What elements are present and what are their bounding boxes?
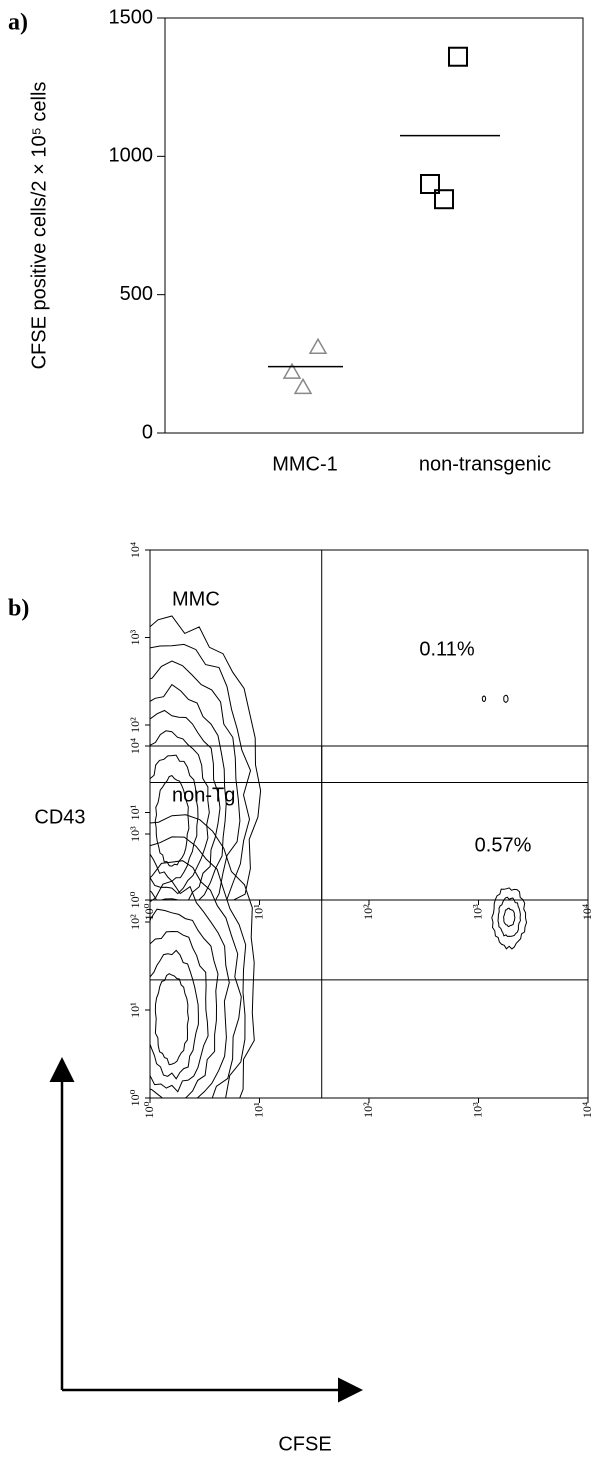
y-axis-label: CFSE positive cells/2 × 10⁵ cells (28, 82, 50, 370)
point (448, 46, 468, 67)
y-tick-label: 0 (142, 421, 153, 443)
point (293, 377, 313, 395)
contour (503, 907, 516, 928)
contour (481, 695, 487, 702)
quadrant-percent: 0.57% (475, 834, 532, 856)
point (434, 189, 454, 210)
x-tick-label: 10⁰ (142, 903, 156, 920)
contour (150, 660, 241, 900)
y-axis-label: CD43 (34, 806, 85, 828)
contour (150, 930, 209, 1093)
contour (154, 775, 190, 867)
contour (150, 709, 221, 900)
y-tick-label: 10⁰ (128, 891, 142, 908)
y-tick-label: 10¹ (128, 1002, 142, 1018)
contour (150, 643, 252, 900)
contour (150, 615, 262, 900)
contour (154, 973, 190, 1066)
contour (150, 860, 242, 1098)
y-tick-label: 10⁰ (128, 1089, 142, 1106)
y-tick-label: 500 (120, 283, 153, 305)
y-tick-label: 10⁴ (128, 738, 142, 754)
x-tick-label: non-transgenic (419, 453, 551, 475)
contour (150, 908, 219, 1098)
y-tick-label: 1000 (109, 145, 154, 167)
y-tick-label: 10³ (128, 826, 142, 842)
sample-label: non-Tg (172, 784, 235, 806)
point (308, 337, 328, 354)
x-tick-label: 10¹ (251, 904, 265, 920)
contour (497, 896, 521, 938)
sample-label: MMC (172, 588, 220, 610)
y-tick-label: 10³ (128, 629, 142, 645)
x-tick-label: 10³ (470, 1102, 484, 1118)
contour (503, 694, 509, 703)
y-tick-label: 1500 (109, 6, 154, 28)
x-axis-label: CFSE (278, 1433, 331, 1455)
contour (150, 949, 199, 1080)
x-tick-label: 10¹ (251, 1102, 265, 1118)
x-tick-label: MMC-1 (272, 453, 338, 475)
contour (491, 887, 528, 950)
x-tick-label: 10⁴ (580, 1102, 594, 1118)
contour (150, 683, 227, 900)
contour (150, 754, 199, 882)
contour (150, 880, 230, 1098)
y-tick-label: 10² (128, 717, 142, 733)
panel-label: a) (8, 10, 28, 36)
panel-label: b) (8, 596, 29, 622)
contours (150, 814, 528, 1098)
point (420, 174, 440, 194)
x-tick-label: 10² (361, 1102, 375, 1118)
y-tick-label: 10⁴ (128, 542, 142, 558)
x-tick-label: 10⁰ (142, 1101, 156, 1118)
y-tick-label: 10² (128, 914, 142, 930)
point (282, 362, 302, 379)
y-tick-label: 10¹ (128, 804, 142, 820)
quadrant-percent: 0.11% (419, 638, 474, 660)
x-tick-label: 10⁴ (580, 904, 594, 920)
contour (150, 836, 247, 1098)
x-tick-label: 10² (361, 904, 375, 920)
x-tick-label: 10³ (470, 904, 484, 920)
contours (150, 615, 509, 900)
axes (164, 17, 584, 434)
contour (150, 814, 255, 1098)
